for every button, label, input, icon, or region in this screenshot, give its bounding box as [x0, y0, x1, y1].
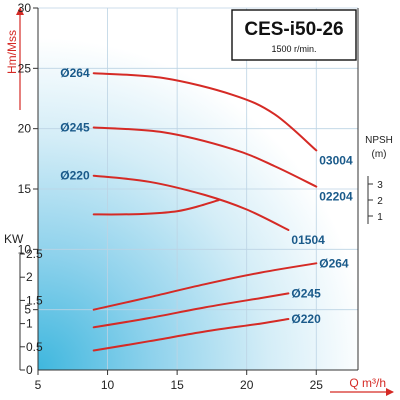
power-curve-0 [92, 262, 318, 311]
npsh-axis-title: NPSH [365, 135, 393, 146]
power-tick-label: 0 [26, 363, 33, 377]
head-curve-0 [92, 72, 318, 152]
head-curve-label-0: Ø264 [60, 66, 90, 80]
power-tick-label: 2.5 [26, 247, 43, 261]
head-curve-label-2: Ø220 [60, 169, 90, 183]
curve-labels: Ø264 03004 Ø245 02204 Ø220 01504 Ø264 Ø245 Ø220 [60, 66, 353, 326]
head-curve-1 [92, 126, 318, 188]
grid [37, 7, 358, 370]
power-tick-label: 1.5 [26, 293, 43, 307]
power-tick-label: 0.5 [26, 340, 43, 354]
head-tick-label: 10 [18, 242, 32, 256]
head-tick-label: 5 [24, 303, 31, 317]
x-tick-label: 10 [101, 378, 115, 392]
power-curve-2 [92, 318, 290, 352]
head-tick-label: 25 [18, 61, 32, 75]
head-curve-code-2: 01504 [291, 233, 325, 247]
power-curve-label-1: Ø245 [291, 286, 321, 300]
x-tick-label: 5 [35, 378, 42, 392]
power-curve-label-2: Ø220 [291, 312, 321, 326]
head-curve-label-1: Ø245 [60, 120, 90, 134]
npsh-curve-0 [92, 199, 220, 216]
head-curve-2 [92, 174, 290, 231]
x-tick-label: 25 [310, 378, 324, 392]
power-tick-label: 1 [26, 317, 33, 331]
head-curve-code-1: 02204 [319, 190, 353, 204]
flow-axis-title: Q m³/h [349, 376, 386, 390]
title-box: CES-i50-26 1500 r/min. [231, 9, 357, 61]
npsh-tick-label: 2 [377, 196, 383, 207]
power-curve-label-0: Ø264 [319, 256, 349, 270]
npsh-tick-label: 1 [377, 212, 383, 223]
npsh-tick-label: 3 [377, 180, 383, 191]
power-tick-label: 2 [26, 270, 33, 284]
performance-curves [92, 72, 318, 352]
head-axis-title: Hm/Mss [5, 30, 19, 74]
head-curve-code-0: 03004 [319, 153, 353, 167]
x-tick-label: 15 [170, 378, 184, 392]
head-tick-label: 20 [18, 122, 32, 136]
x-tick-label: 20 [240, 378, 254, 392]
power-axis-title: KW [4, 232, 24, 246]
head-tick-label: 30 [18, 1, 32, 15]
head-tick-label: 15 [18, 182, 32, 196]
chart-subtitle: 1500 r/min. [271, 44, 316, 54]
npsh-axis-unit: (m) [372, 149, 387, 160]
chart-title: CES-i50-26 [244, 19, 343, 40]
power-curve-1 [92, 292, 290, 329]
axis-ticks: 5 10 15 20 25 5 10 15 20 25 30 0 0.5 1 1.5 2 2.5 1 2 3 [18, 1, 384, 392]
